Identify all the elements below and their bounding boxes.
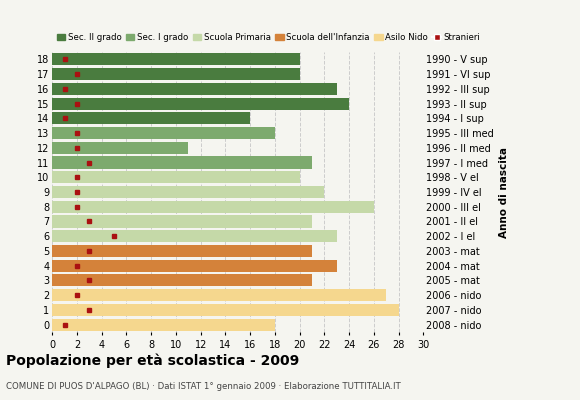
Bar	[52, 304, 398, 316]
Bar	[52, 186, 324, 198]
Y-axis label: Anno di nascita: Anno di nascita	[499, 146, 509, 238]
Bar	[52, 156, 312, 168]
Bar	[52, 98, 349, 110]
Bar	[52, 127, 275, 139]
Bar	[52, 112, 250, 124]
Bar	[52, 245, 312, 257]
Bar	[52, 318, 275, 331]
Bar	[52, 216, 312, 228]
Bar	[52, 274, 312, 286]
Bar	[52, 289, 386, 301]
Bar	[52, 230, 337, 242]
Bar	[52, 142, 188, 154]
Legend: Sec. II grado, Sec. I grado, Scuola Primaria, Scuola dell'Infanzia, Asilo Nido, : Sec. II grado, Sec. I grado, Scuola Prim…	[56, 33, 480, 42]
Bar	[52, 201, 374, 213]
Bar	[52, 83, 337, 95]
Bar	[52, 171, 300, 183]
Bar	[52, 260, 337, 272]
Bar	[52, 68, 300, 80]
Text: Popolazione per età scolastica - 2009: Popolazione per età scolastica - 2009	[6, 354, 299, 368]
Bar	[52, 53, 300, 66]
Text: COMUNE DI PUOS D'ALPAGO (BL) · Dati ISTAT 1° gennaio 2009 · Elaborazione TUTTITA: COMUNE DI PUOS D'ALPAGO (BL) · Dati ISTA…	[6, 382, 401, 391]
